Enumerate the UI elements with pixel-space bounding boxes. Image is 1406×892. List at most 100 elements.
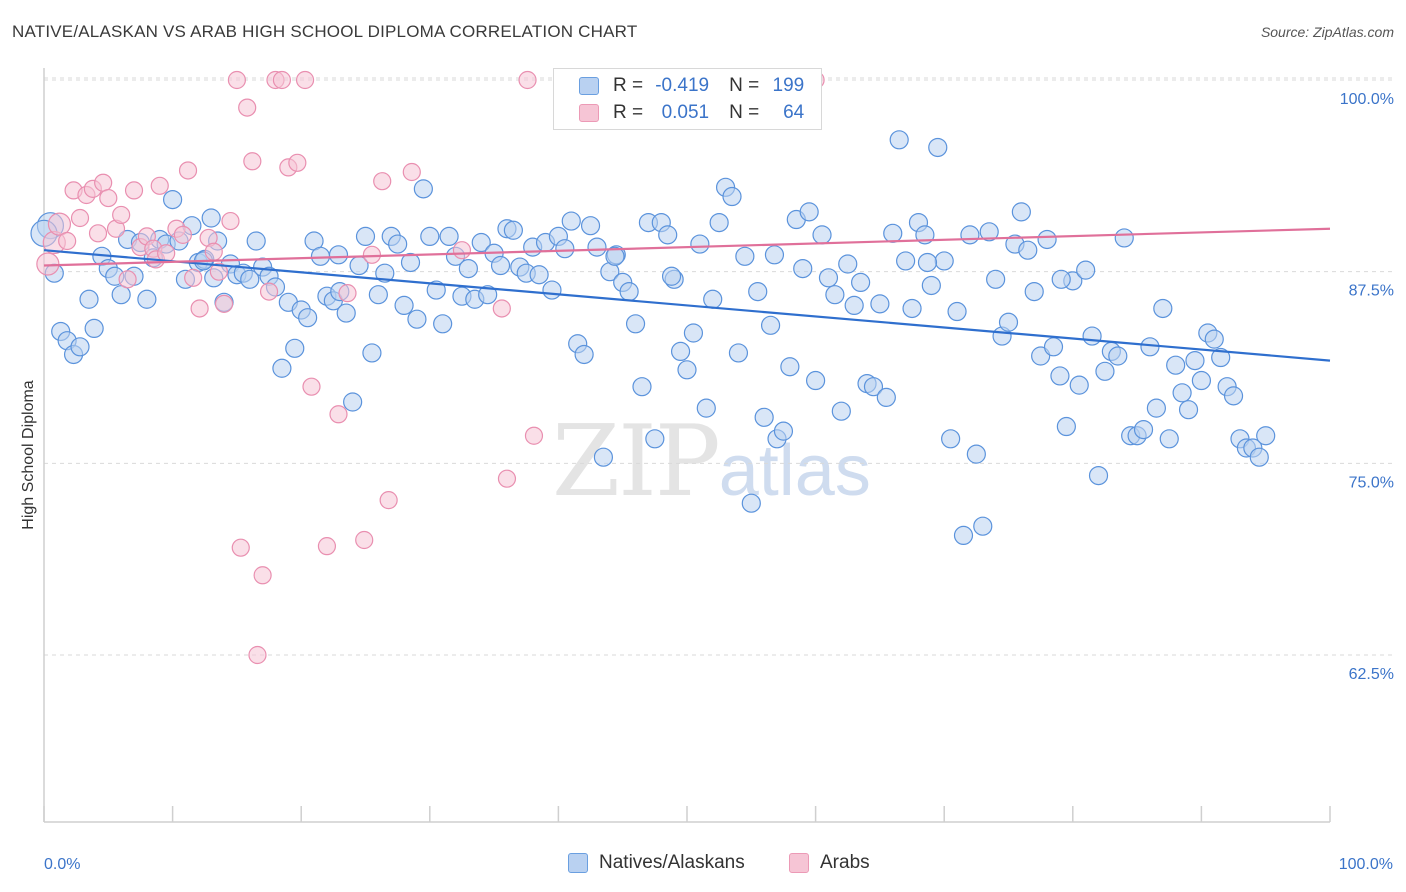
arabs-point xyxy=(36,252,60,276)
natives-point xyxy=(79,289,99,309)
arabs-point xyxy=(204,242,223,261)
natives-point xyxy=(818,268,839,288)
arabs-point xyxy=(355,530,374,550)
natives-point xyxy=(690,234,710,254)
natives-point xyxy=(896,251,916,271)
natives-point xyxy=(1211,347,1231,368)
natives-point xyxy=(902,298,922,319)
natives-point xyxy=(677,360,697,380)
natives-point xyxy=(917,252,938,273)
natives-point xyxy=(1088,466,1109,486)
natives-point xyxy=(883,223,903,243)
arabs-point xyxy=(402,162,421,182)
natives-point xyxy=(1178,400,1199,420)
natives-point xyxy=(407,309,427,329)
natives-point xyxy=(1166,355,1186,375)
arabs-point xyxy=(47,212,72,236)
natives-point xyxy=(1095,361,1115,381)
natives-point xyxy=(542,280,562,300)
natives-point xyxy=(137,289,157,309)
source-label: Source: ZipAtlas.com xyxy=(1260,24,1394,40)
natives-point xyxy=(934,251,954,271)
arabs-point xyxy=(88,224,108,243)
arabs-point xyxy=(99,188,118,208)
legend-r-label: R = xyxy=(613,75,644,96)
arabs-point xyxy=(492,299,511,318)
natives-point xyxy=(709,213,729,233)
arabs-point xyxy=(70,208,90,228)
natives-point xyxy=(760,315,781,335)
natives-point xyxy=(953,525,974,546)
legend-row-arabs: R = 0.051 N = 64 xyxy=(554,100,804,126)
arabs-point xyxy=(150,176,169,195)
natives-point xyxy=(825,285,845,305)
arabs-legend-swatch xyxy=(789,853,809,873)
natives-point xyxy=(735,246,755,266)
arabs-point xyxy=(452,241,472,260)
natives-point xyxy=(413,179,433,199)
natives-point xyxy=(683,323,704,343)
natives-point xyxy=(632,377,652,397)
chart-title: NATIVE/ALASKAN VS ARAB HIGH SCHOOL DIPLO… xyxy=(12,22,638,41)
natives-point xyxy=(478,285,498,305)
arabs-point xyxy=(362,245,382,264)
natives-point xyxy=(831,401,851,421)
natives-point xyxy=(921,275,941,296)
natives-point xyxy=(844,295,864,315)
natives-point xyxy=(587,237,607,257)
arabs-point xyxy=(524,426,544,445)
natives-point xyxy=(979,222,999,242)
natives-point xyxy=(754,407,774,427)
y-tick-label: 100.0% xyxy=(1340,91,1394,108)
legend-r-value-natives: -0.419 xyxy=(655,75,710,96)
natives-point xyxy=(561,211,581,231)
natives-point xyxy=(1191,370,1212,391)
natives-point xyxy=(780,357,800,377)
legend-item-arabs[interactable]: Arabs xyxy=(789,852,870,874)
arabs-point xyxy=(248,645,267,665)
y-tick-label: 62.5% xyxy=(1349,666,1394,683)
natives-point xyxy=(1146,398,1166,418)
natives-point xyxy=(722,186,742,207)
natives-trend-line xyxy=(43,249,1331,362)
natives-point xyxy=(439,226,459,246)
natives-point xyxy=(889,130,909,150)
natives-point xyxy=(84,318,104,338)
natives-point xyxy=(625,314,646,334)
legend-r-label: R = xyxy=(613,102,644,123)
arabs-point xyxy=(231,538,250,557)
natives-point xyxy=(458,259,478,279)
natives-legend-swatch xyxy=(568,853,588,873)
natives-point xyxy=(1082,326,1102,346)
natives-point xyxy=(1043,337,1064,357)
natives-point xyxy=(838,254,858,274)
arabs-point xyxy=(214,294,234,313)
legend-n-label: N = xyxy=(729,75,760,96)
natives-point xyxy=(619,282,639,302)
natives-alaskans-points xyxy=(30,130,1276,546)
natives-point xyxy=(394,295,414,315)
natives-point xyxy=(703,289,723,309)
natives-point xyxy=(670,341,691,361)
natives-point xyxy=(1256,426,1276,446)
natives-point xyxy=(574,344,594,365)
natives-point xyxy=(343,392,363,412)
natives-point xyxy=(928,137,948,158)
arabs-point xyxy=(227,70,246,90)
natives-point xyxy=(355,226,376,246)
correlation-legend: R = -0.419 N = 199 R = 0.051 N = 64 xyxy=(553,68,822,130)
natives-point xyxy=(529,265,549,285)
arabs-point xyxy=(338,284,357,303)
natives-point xyxy=(336,303,356,323)
legend-item-natives[interactable]: Natives/Alaskans xyxy=(568,852,745,874)
x-tick-label-max: 100.0% xyxy=(1339,856,1393,873)
arabs-point xyxy=(253,566,272,585)
natives-point xyxy=(741,493,761,513)
natives-point xyxy=(1051,269,1071,289)
natives-point xyxy=(1159,429,1179,449)
natives-point xyxy=(1133,420,1154,440)
axes xyxy=(43,68,1331,823)
natives-point xyxy=(812,225,832,245)
natives-point xyxy=(246,231,266,251)
